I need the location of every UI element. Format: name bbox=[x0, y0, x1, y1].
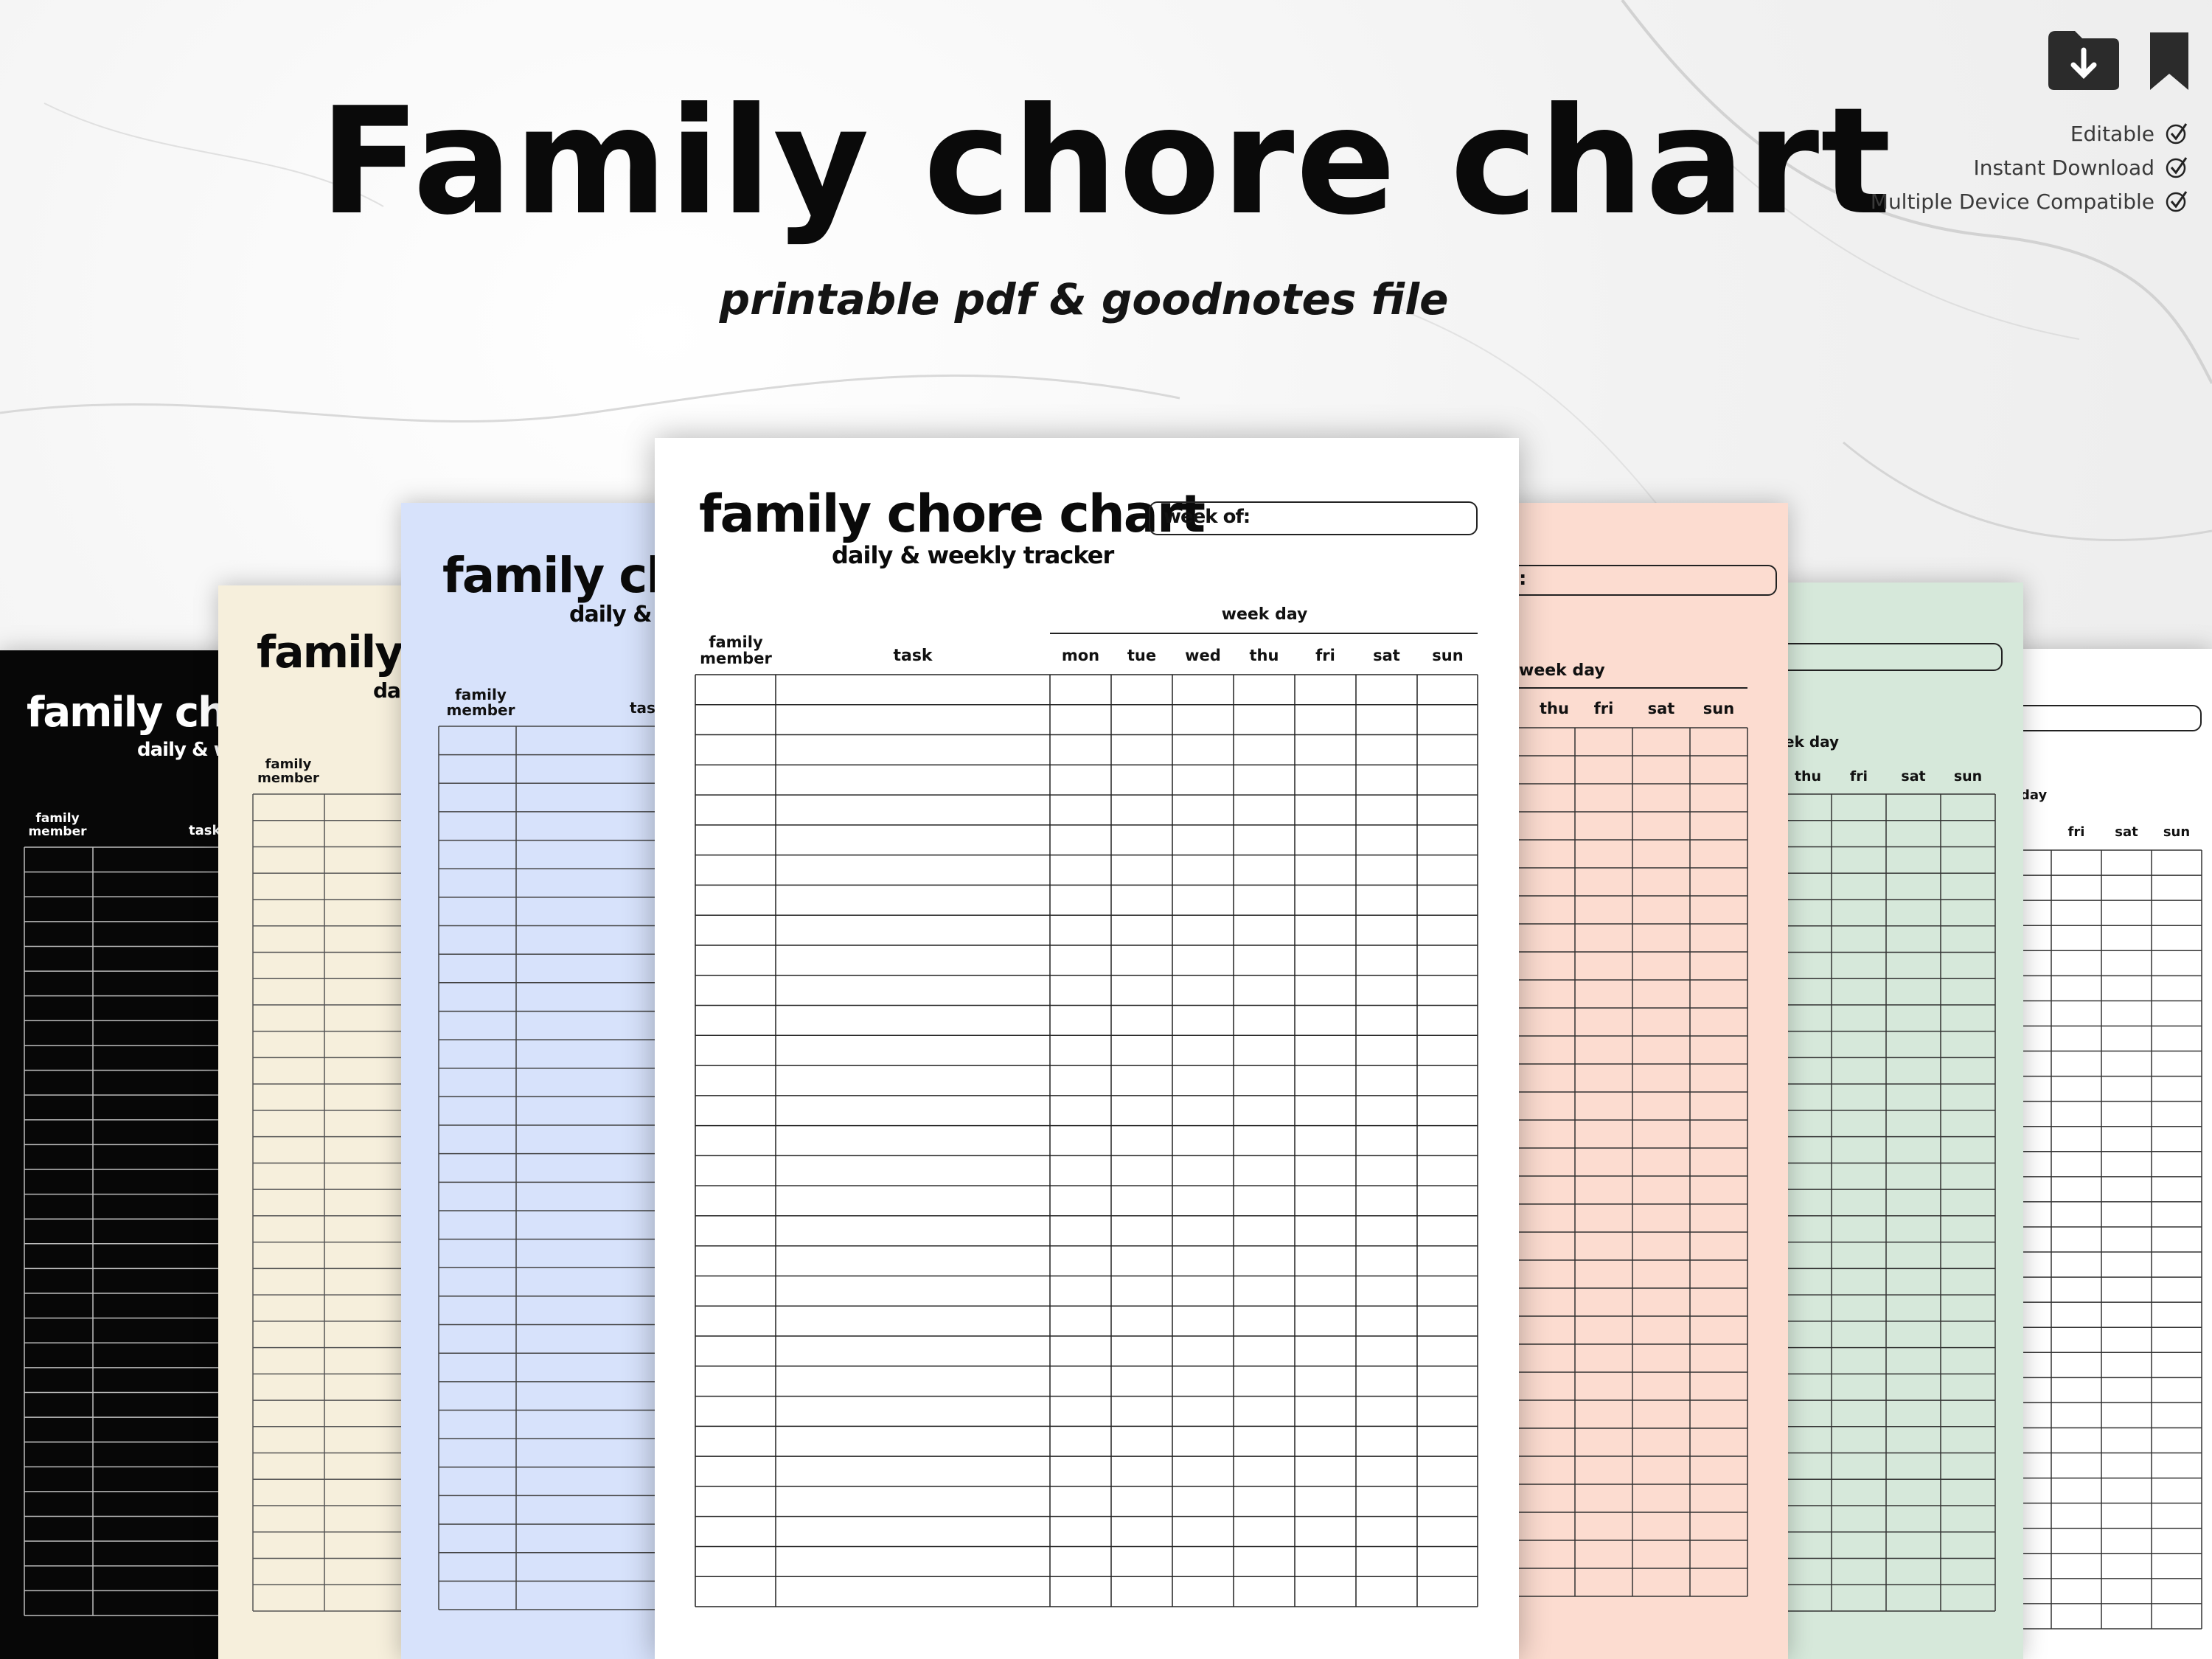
member-line1: family bbox=[455, 686, 507, 703]
day-header-thu: thu bbox=[1540, 700, 1569, 717]
sheet-green: ek day thu fri sat sun bbox=[1777, 582, 2023, 1659]
week-day-header: week day bbox=[1221, 605, 1308, 624]
sheet-title: family chor bbox=[442, 547, 667, 604]
sheet-black: family chor daily & w family member task bbox=[0, 650, 236, 1659]
member-line1: family bbox=[265, 757, 312, 772]
family-member-header: family member bbox=[695, 634, 777, 667]
day-header-sat: sat bbox=[1647, 700, 1675, 717]
week-of-field[interactable] bbox=[1504, 565, 1777, 596]
bookmark-icon[interactable] bbox=[2149, 31, 2190, 91]
feature-label: Editable bbox=[2070, 121, 2154, 146]
day-header-sat: sat bbox=[1373, 647, 1400, 664]
day-header-fri: fri bbox=[1315, 647, 1335, 664]
day-header-sun: sun bbox=[1432, 647, 1464, 664]
day-header-thu: thu bbox=[1249, 647, 1279, 664]
day-header-wed: wed bbox=[1185, 647, 1221, 664]
sheet-pink: : week day thu fri sat sun bbox=[1504, 503, 1788, 1659]
check-circle-icon bbox=[2166, 157, 2188, 178]
week-of-label: : bbox=[1519, 568, 1526, 590]
week-day-header: ek day bbox=[1784, 733, 1840, 751]
family-member-header: family member bbox=[442, 687, 519, 718]
member-line1: family bbox=[709, 633, 763, 651]
week-day-header: week day bbox=[1519, 661, 1605, 680]
week-of-field[interactable] bbox=[2013, 705, 2202, 731]
member-line2: member bbox=[28, 824, 87, 839]
sheet-blue: family chor daily & v family member task bbox=[401, 503, 667, 1659]
day-header-thu: thu bbox=[1794, 768, 1822, 785]
day-header-sat: sat bbox=[1901, 768, 1926, 785]
chore-grid bbox=[1504, 727, 1748, 1597]
day-header-fri: fri bbox=[1849, 768, 1868, 785]
task-header: task bbox=[189, 823, 221, 838]
day-header-tue: tue bbox=[1127, 647, 1157, 664]
member-line2: member bbox=[446, 701, 515, 719]
member-line1: family bbox=[35, 811, 80, 826]
week-day-rule bbox=[1050, 633, 1478, 634]
task-header: task bbox=[893, 647, 933, 665]
sheet-subtitle: da bbox=[373, 678, 401, 703]
chore-grid bbox=[438, 726, 667, 1610]
day-header-sun: sun bbox=[2163, 824, 2191, 840]
chore-grid bbox=[24, 846, 236, 1616]
week-day-header: day bbox=[2020, 787, 2048, 803]
chore-grid bbox=[695, 674, 1478, 1607]
week-day-rule bbox=[1504, 687, 1747, 689]
sheet-subtitle: daily & v bbox=[569, 602, 667, 627]
family-member-header: family member bbox=[257, 757, 320, 786]
family-member-header: family member bbox=[22, 811, 93, 839]
feature-instant-download: Instant Download bbox=[1820, 150, 2188, 184]
sheet-title: family chore chart bbox=[699, 484, 1206, 544]
day-header-sun: sun bbox=[1953, 768, 1983, 785]
member-line2: member bbox=[700, 650, 772, 668]
week-of-field[interactable] bbox=[1149, 501, 1478, 535]
member-line2: member bbox=[257, 770, 319, 786]
day-header-sun: sun bbox=[1703, 700, 1735, 717]
feature-label: Multiple Device Compatible bbox=[1870, 189, 2154, 214]
week-of-field[interactable] bbox=[1777, 643, 2003, 671]
sheet-white: day fri sat sun bbox=[2013, 649, 2212, 1659]
feature-label: Instant Download bbox=[1973, 155, 2154, 180]
check-circle-icon bbox=[2166, 123, 2188, 145]
day-header-fri: fri bbox=[1593, 700, 1614, 717]
sheet-title: family chor bbox=[27, 689, 236, 737]
chore-grid bbox=[2013, 849, 2202, 1630]
day-header-mon: mon bbox=[1061, 647, 1100, 664]
chore-grid bbox=[1777, 793, 1996, 1612]
day-header-fri: fri bbox=[2067, 824, 2085, 840]
hero-title: Family chore chart bbox=[319, 76, 1893, 248]
feature-list: Editable Instant Download Multiple Devic… bbox=[1820, 116, 2188, 218]
day-header-sat: sat bbox=[2115, 824, 2138, 840]
check-circle-icon bbox=[2166, 191, 2188, 212]
sheet-subtitle: daily & w bbox=[137, 739, 232, 761]
feature-editable: Editable bbox=[1820, 116, 2188, 150]
hero-subtitle: printable pdf & goodnotes file bbox=[719, 274, 1449, 324]
sheet-subtitle: daily & weekly tracker bbox=[832, 541, 1114, 569]
feature-multi-device: Multiple Device Compatible bbox=[1820, 184, 2188, 218]
week-of-label: week of: bbox=[1164, 506, 1251, 528]
folder-download-icon[interactable] bbox=[2045, 28, 2122, 91]
sheet-main: family chore chart daily & weekly tracke… bbox=[655, 438, 1519, 1659]
top-icons bbox=[2045, 28, 2193, 94]
